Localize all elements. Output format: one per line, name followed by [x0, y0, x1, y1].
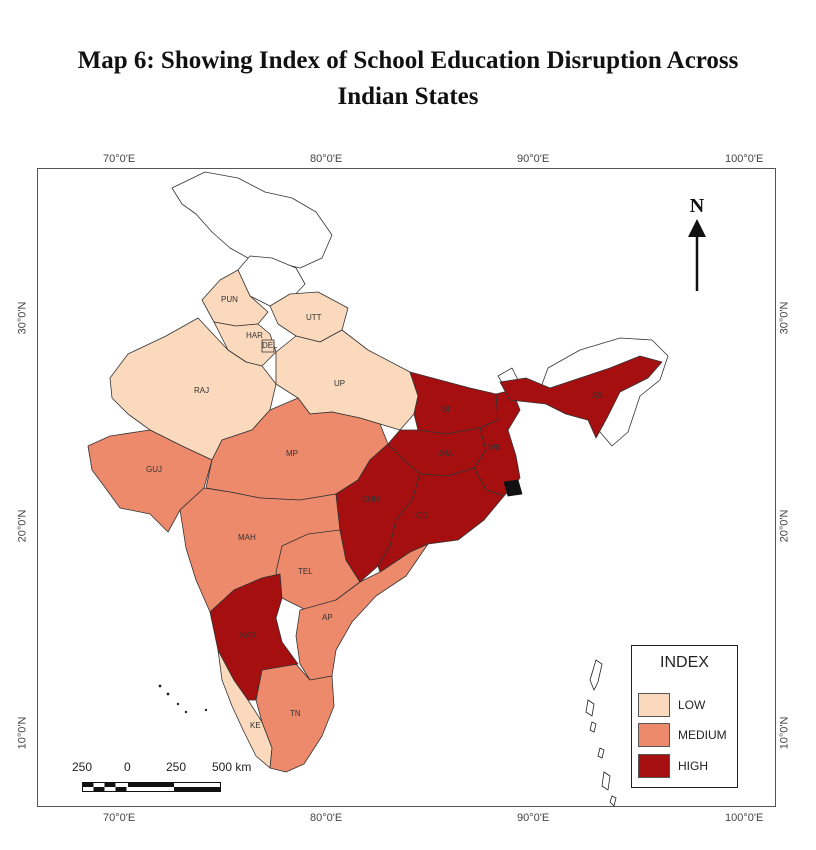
lon-tick-bottom-80: 80°0'E — [310, 812, 343, 824]
legend: INDEX LOW MEDIUM HIGH — [631, 645, 738, 788]
state-label-bi: BI — [442, 405, 450, 414]
lon-tick-top-80: 80°0'E — [310, 153, 343, 165]
state-label-kar: KAR — [240, 631, 257, 640]
north-letter: N — [689, 195, 705, 217]
lon-tick-bottom-100: 100°0'E — [725, 812, 764, 824]
state-label-guj: GUJ — [146, 465, 162, 474]
state-label-wb: WB — [488, 443, 501, 452]
lon-tick-bottom-90: 90°0'E — [517, 812, 550, 824]
state-tn — [255, 663, 335, 773]
scale-label-250-left: 250 — [72, 760, 93, 774]
state-label-as: AS — [592, 391, 603, 400]
state-del — [261, 339, 275, 353]
lon-tick-bottom-70: 70°0'E — [103, 812, 136, 824]
scale-bar-graphic — [82, 782, 221, 792]
state-label-raj: RAJ — [194, 386, 209, 395]
map-frame — [37, 168, 776, 807]
state-label-chh: CHH — [362, 495, 380, 504]
andaman-nicobar-islands — [585, 659, 617, 807]
legend-label-low: LOW — [678, 698, 706, 712]
north-arrow-icon — [688, 219, 706, 291]
lon-tick-top-100: 100°0'E — [725, 153, 764, 165]
scale-label-250: 250 — [166, 760, 187, 774]
state-label-pun: PUN — [221, 295, 238, 304]
state-label-up: UP — [334, 379, 345, 388]
legend-label-medium: MEDIUM — [678, 728, 727, 742]
legend-title: INDEX — [660, 654, 709, 671]
state-label-od: OD — [416, 511, 428, 520]
region-jammu-kashmir — [171, 171, 333, 269]
lakshadweep-islands — [158, 684, 208, 714]
state-label-mah: MAH — [238, 533, 256, 542]
scale-label-500: 500 km — [212, 760, 252, 774]
legend-item-high: HIGH — [638, 754, 708, 778]
state-label-del: DEL — [262, 341, 278, 350]
state-label-ap: AP — [322, 613, 333, 622]
state-od — [377, 467, 505, 573]
scale-bar: 250 0 250 500 km — [70, 760, 300, 800]
state-label-har: HAR — [246, 331, 263, 340]
state-label-mp: MP — [286, 449, 298, 458]
state-bi — [409, 371, 499, 435]
state-label-ke: KE — [250, 721, 261, 730]
lon-tick-top-70: 70°0'E — [103, 153, 136, 165]
legend-label-high: HIGH — [678, 759, 708, 773]
state-kar — [209, 573, 299, 701]
lon-tick-top-90: 90°0'E — [517, 153, 550, 165]
legend-item-medium: MEDIUM — [638, 723, 727, 747]
state-label-jha: JHA — [438, 449, 454, 458]
map-title-line-1: Map 6: Showing Index of School Education… — [77, 47, 739, 74]
legend-swatch-low — [638, 693, 670, 717]
scale-label-0: 0 — [124, 760, 131, 774]
region-himachal — [237, 255, 306, 307]
legend-item-low: LOW — [638, 693, 705, 717]
state-label-utt: UTT — [306, 313, 322, 322]
map-title-line-2: Indian States — [337, 83, 479, 110]
region-sundarbans — [503, 479, 523, 497]
state-ap — [295, 543, 429, 681]
state-label-tel: TEL — [298, 567, 313, 576]
north-arrow: N — [682, 195, 712, 295]
state-label-tn: TN — [290, 709, 301, 718]
legend-swatch-medium — [638, 723, 670, 747]
state-as — [499, 355, 663, 439]
legend-swatch-high — [638, 754, 670, 778]
